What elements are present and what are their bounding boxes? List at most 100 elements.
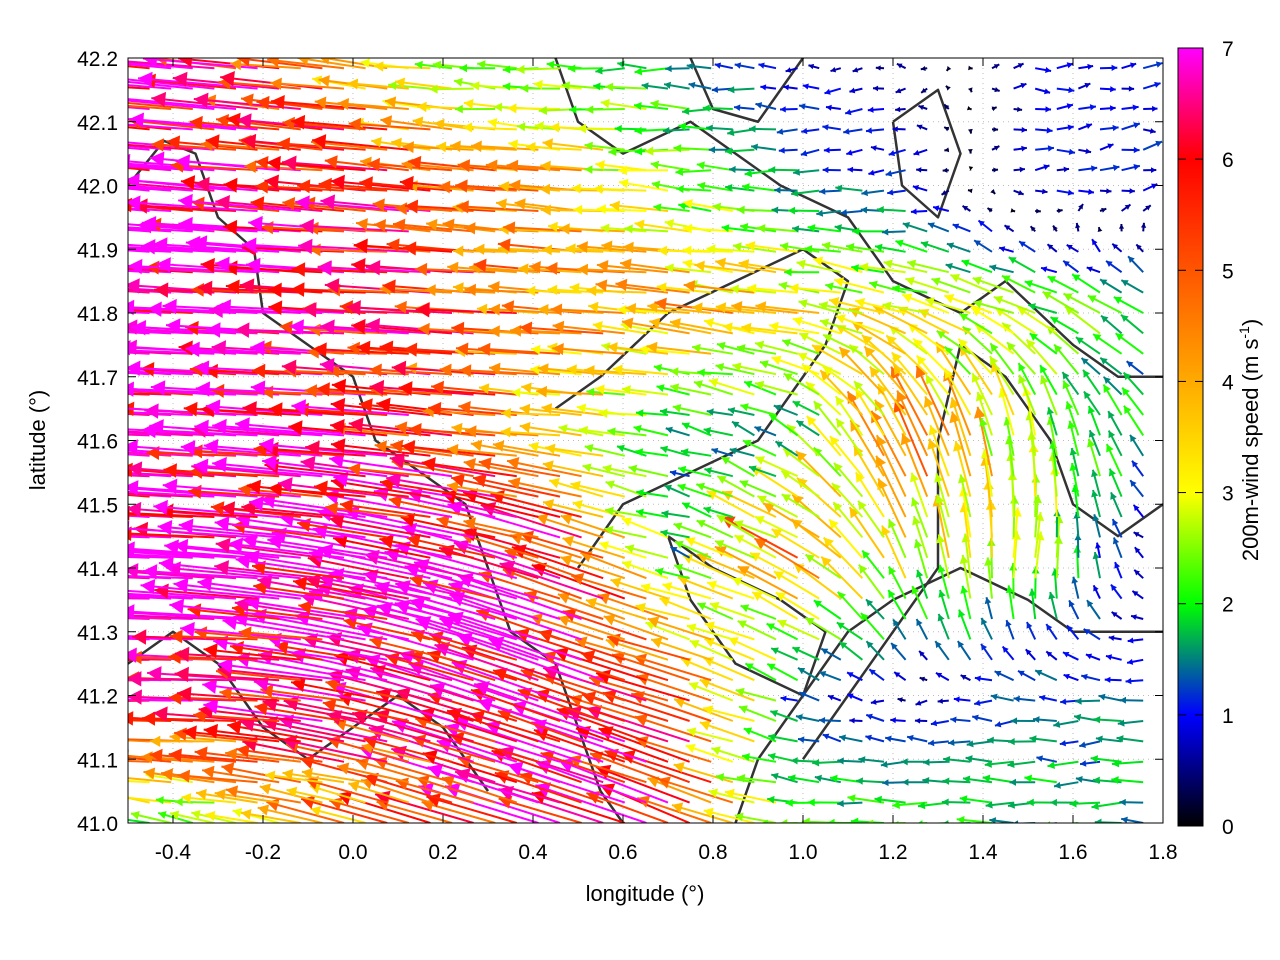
wind-vector — [703, 657, 755, 682]
wind-vector-head — [828, 296, 840, 308]
wind-vector — [1005, 585, 1015, 620]
wind-vector — [1142, 140, 1163, 151]
wind-vector-head — [1053, 781, 1061, 789]
wind-vector-head — [773, 404, 782, 412]
wind-vector-head — [232, 519, 246, 534]
wind-vector-shaft — [305, 445, 409, 457]
wind-vector-head — [488, 281, 500, 294]
wind-vector — [1099, 143, 1114, 151]
wind-vector-head — [1063, 673, 1070, 680]
wind-vector-head — [301, 767, 313, 780]
wind-vector — [980, 617, 993, 640]
wind-vector — [330, 438, 431, 457]
wind-vector-head — [795, 714, 803, 721]
wind-vector-shaft — [251, 564, 345, 580]
wind-vector-head — [792, 225, 800, 233]
wind-vector — [598, 541, 647, 559]
wind-vector-head — [128, 299, 135, 316]
wind-vector-head — [892, 284, 901, 293]
wind-vector-head — [419, 707, 436, 723]
wind-vector-head — [755, 456, 766, 465]
wind-vector-head — [32, 503, 46, 518]
wind-vector — [989, 264, 1014, 274]
wind-vector — [892, 618, 907, 640]
wind-vector-head — [108, 605, 122, 620]
wind-vector-head — [784, 268, 792, 277]
wind-vector-shaft — [394, 582, 518, 620]
wind-vector-head — [673, 522, 683, 531]
wind-vector-head — [953, 441, 964, 452]
wind-vector-head — [805, 554, 815, 563]
wind-vector — [790, 757, 820, 765]
wind-vector-head — [53, 483, 67, 498]
wind-vector — [989, 355, 1015, 396]
wind-vector-head — [911, 586, 920, 595]
wind-vector — [146, 445, 237, 460]
wind-vector-shaft — [677, 576, 734, 600]
wind-vector-head — [330, 438, 346, 454]
wind-vector-head — [191, 196, 205, 211]
wind-vector-head — [227, 719, 242, 735]
wind-vector-head — [1079, 741, 1086, 749]
wind-vector-head — [409, 574, 424, 588]
wind-vector-head — [174, 797, 183, 807]
wind-vector-shaft — [950, 397, 972, 457]
wind-vector — [787, 206, 820, 215]
wind-vector — [356, 340, 453, 356]
wind-vector-head — [744, 169, 753, 178]
wind-vector-head — [268, 300, 283, 316]
wind-vector-head — [67, 217, 81, 232]
wind-vector-shaft — [325, 681, 410, 702]
wind-vector-head — [189, 115, 203, 130]
wind-vector-head — [1119, 696, 1127, 704]
wind-vector — [927, 438, 950, 497]
wind-vector-head — [202, 678, 218, 694]
wind-vector — [530, 364, 582, 376]
wind-vector-shaft — [436, 739, 561, 784]
wind-vector-head — [59, 674, 72, 688]
wind-vector-head — [778, 147, 785, 154]
wind-vector-shaft — [128, 411, 193, 416]
wind-vector — [250, 196, 345, 212]
wind-vector-head — [168, 748, 182, 763]
wind-vector — [890, 642, 907, 661]
wind-vector-head — [294, 610, 311, 626]
wind-vector-shaft — [811, 344, 863, 376]
wind-vector-head — [813, 447, 823, 457]
wind-vector-shaft — [328, 571, 453, 600]
wind-vector-head — [934, 473, 944, 483]
wind-vector-shaft — [283, 699, 388, 722]
wind-vector-head — [993, 145, 1000, 151]
wind-vector-head — [313, 480, 328, 496]
wind-vector-head — [716, 341, 726, 351]
wind-vector — [1108, 635, 1122, 641]
wind-vector-head — [1108, 411, 1115, 419]
wind-vector-head — [510, 324, 522, 337]
wind-vector-shaft — [351, 324, 453, 335]
wind-vector — [825, 282, 863, 294]
wind-vector-shaft — [634, 715, 712, 743]
wind-vector-head — [128, 480, 139, 496]
wind-vector-shaft — [217, 662, 345, 682]
wind-vector — [846, 693, 863, 702]
wind-vector-head — [989, 356, 999, 366]
wind-vector — [854, 298, 906, 314]
wind-vector-head — [895, 239, 904, 248]
wind-vector-shaft — [128, 553, 193, 559]
wind-vector-shaft — [385, 654, 474, 682]
wind-vector — [834, 395, 864, 436]
wind-vector-head — [982, 774, 991, 783]
wind-vector-head — [404, 199, 419, 214]
wind-vector-head — [266, 155, 281, 171]
wind-vector-head — [47, 217, 61, 232]
wind-vector-head — [1136, 244, 1142, 250]
wind-vector — [737, 565, 799, 600]
wind-vector — [822, 536, 864, 579]
wind-vector-head — [1009, 778, 1017, 786]
wind-vector-head — [917, 820, 923, 823]
wind-vector-head — [40, 174, 55, 189]
wind-vector-head — [44, 546, 58, 561]
wind-vector-head — [501, 408, 511, 419]
wind-vector — [492, 440, 561, 457]
wind-vector-head — [173, 538, 189, 555]
